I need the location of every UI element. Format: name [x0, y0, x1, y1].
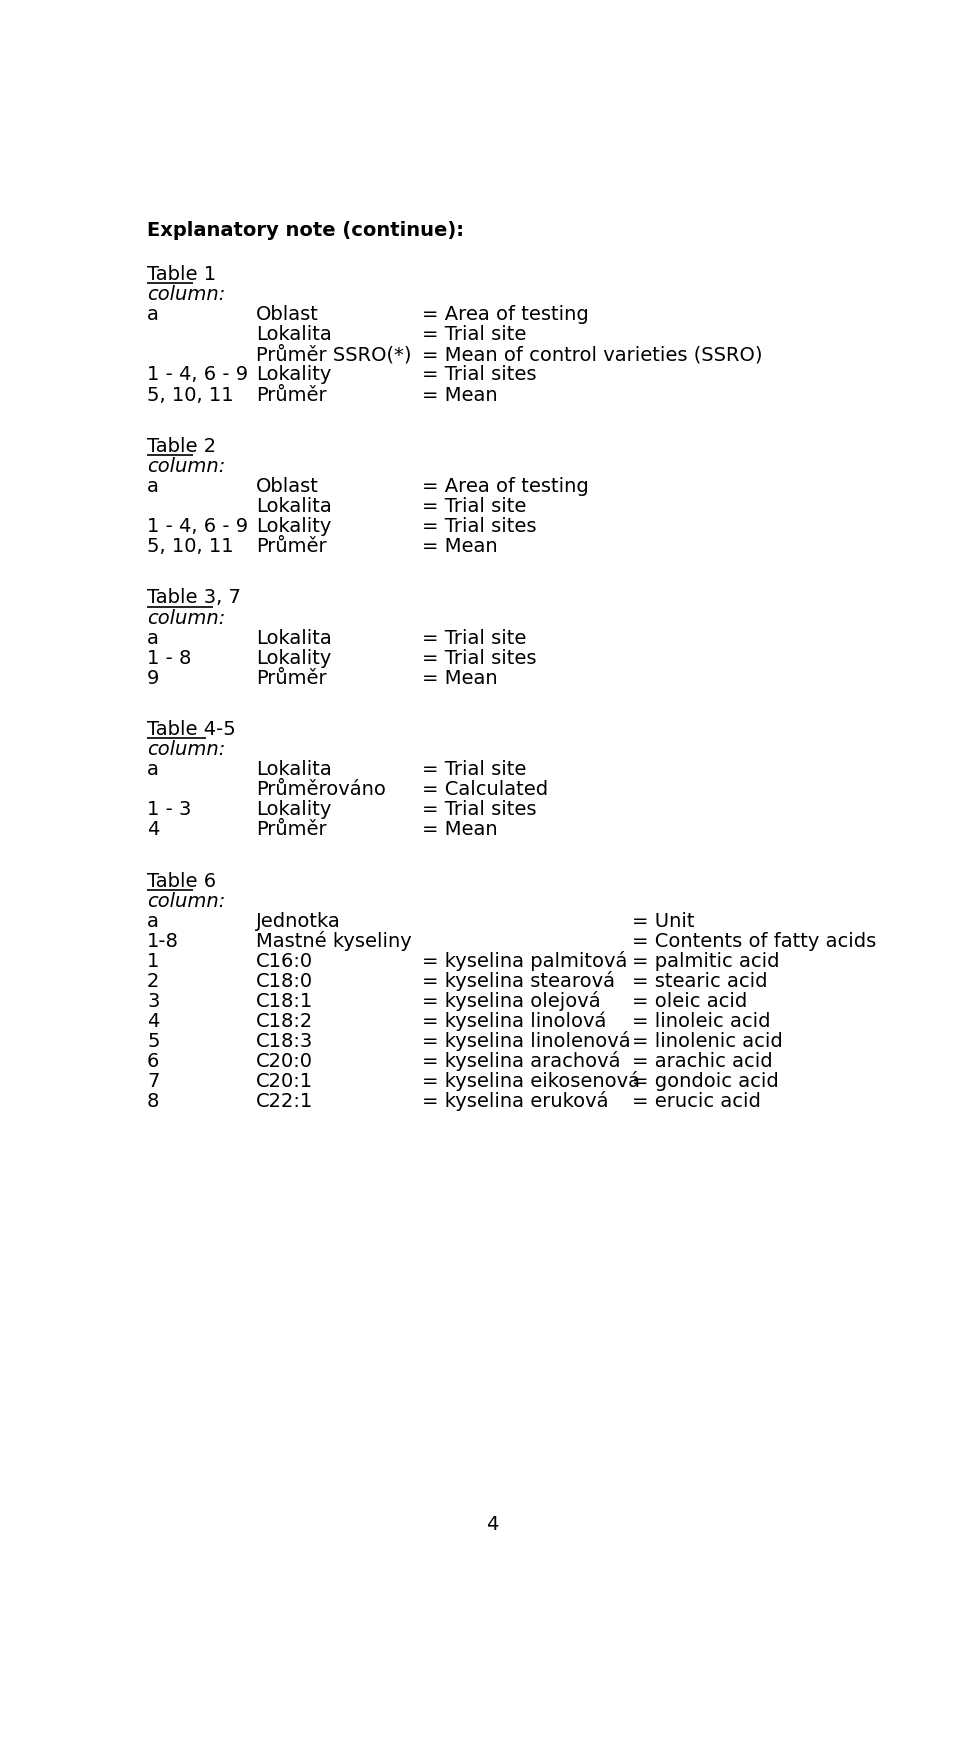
Text: = linolenic acid: = linolenic acid: [632, 1031, 782, 1050]
Text: C18:1: C18:1: [255, 991, 313, 1010]
Text: = erucic acid: = erucic acid: [632, 1092, 760, 1112]
Text: = kyselina linolová: = kyselina linolová: [422, 1010, 607, 1031]
Text: Lokality: Lokality: [255, 799, 331, 818]
Text: a: a: [147, 761, 159, 778]
Text: Lokalita: Lokalita: [255, 761, 331, 778]
Text: 9: 9: [147, 668, 159, 688]
Text: Průměr: Průměr: [255, 668, 326, 688]
Text: Table 4-5: Table 4-5: [147, 721, 236, 738]
Text: = Area of testing: = Area of testing: [422, 305, 589, 325]
Text: = Mean: = Mean: [422, 386, 498, 405]
Text: 5, 10, 11: 5, 10, 11: [147, 386, 233, 405]
Text: 5: 5: [147, 1031, 159, 1050]
Text: 1 - 4, 6 - 9: 1 - 4, 6 - 9: [147, 365, 249, 384]
Text: = palmitic acid: = palmitic acid: [632, 951, 779, 970]
Text: = gondoic acid: = gondoic acid: [632, 1071, 779, 1091]
Text: Table 2: Table 2: [147, 436, 216, 455]
Text: Průměr: Průměr: [255, 386, 326, 405]
Text: 4: 4: [147, 820, 159, 839]
Text: 1 - 4, 6 - 9: 1 - 4, 6 - 9: [147, 517, 249, 536]
Text: Lokality: Lokality: [255, 649, 331, 668]
Text: 8: 8: [147, 1092, 159, 1112]
Text: Lokality: Lokality: [255, 517, 331, 536]
Text: Mastné kyseliny: Mastné kyseliny: [255, 930, 412, 951]
Text: 4: 4: [486, 1515, 498, 1534]
Text: = stearic acid: = stearic acid: [632, 972, 767, 991]
Text: = oleic acid: = oleic acid: [632, 991, 747, 1010]
Text: Průměr: Průměr: [255, 820, 326, 839]
Text: 4: 4: [147, 1012, 159, 1031]
Text: C22:1: C22:1: [255, 1092, 313, 1112]
Text: column:: column:: [147, 892, 226, 911]
Text: Lokality: Lokality: [255, 365, 331, 384]
Text: C20:0: C20:0: [255, 1052, 313, 1071]
Text: = kyselina eruková: = kyselina eruková: [422, 1091, 609, 1112]
Text: a: a: [147, 628, 159, 647]
Text: = linoleic acid: = linoleic acid: [632, 1012, 770, 1031]
Text: = Area of testing: = Area of testing: [422, 476, 589, 496]
Text: = arachic acid: = arachic acid: [632, 1052, 772, 1071]
Text: column:: column:: [147, 457, 226, 476]
Text: = Trial sites: = Trial sites: [422, 365, 537, 384]
Text: = Unit: = Unit: [632, 911, 694, 930]
Text: 7: 7: [147, 1071, 159, 1091]
Text: 1: 1: [147, 951, 159, 970]
Text: C18:3: C18:3: [255, 1031, 313, 1050]
Text: C20:1: C20:1: [255, 1071, 313, 1091]
Text: Jednotka: Jednotka: [255, 911, 341, 930]
Text: 3: 3: [147, 991, 159, 1010]
Text: = Contents of fatty acids: = Contents of fatty acids: [632, 932, 876, 951]
Text: Table 3, 7: Table 3, 7: [147, 588, 241, 607]
Text: Lokalita: Lokalita: [255, 628, 331, 647]
Text: C18:0: C18:0: [255, 972, 313, 991]
Text: = Mean: = Mean: [422, 820, 498, 839]
Text: Průměrováno: Průměrováno: [255, 780, 386, 799]
Text: C18:2: C18:2: [255, 1012, 313, 1031]
Text: column:: column:: [147, 286, 226, 304]
Text: Oblast: Oblast: [255, 476, 319, 496]
Text: = Calculated: = Calculated: [422, 780, 548, 799]
Text: C16:0: C16:0: [255, 951, 313, 970]
Text: Průměr SSRO(*): Průměr SSRO(*): [255, 346, 411, 365]
Text: column:: column:: [147, 609, 226, 628]
Text: 1 - 8: 1 - 8: [147, 649, 191, 668]
Text: = Mean: = Mean: [422, 537, 498, 557]
Text: = kyselina arachová: = kyselina arachová: [422, 1050, 621, 1071]
Text: = kyselina stearová: = kyselina stearová: [422, 970, 615, 991]
Text: Explanatory note (continue):: Explanatory note (continue):: [147, 222, 464, 241]
Text: a: a: [147, 305, 159, 325]
Text: = kyselina olejová: = kyselina olejová: [422, 991, 601, 1010]
Text: 1 - 3: 1 - 3: [147, 799, 191, 818]
Text: = Mean: = Mean: [422, 668, 498, 688]
Text: Průměr: Průměr: [255, 537, 326, 557]
Text: 1-8: 1-8: [147, 932, 179, 951]
Text: 2: 2: [147, 972, 159, 991]
Text: 6: 6: [147, 1052, 159, 1071]
Text: = Mean of control varieties (SSRO): = Mean of control varieties (SSRO): [422, 346, 763, 365]
Text: = kyselina eikosenová: = kyselina eikosenová: [422, 1071, 640, 1091]
Text: = Trial sites: = Trial sites: [422, 517, 537, 536]
Text: Table 1: Table 1: [147, 265, 216, 284]
Text: = Trial site: = Trial site: [422, 761, 527, 778]
Text: 5, 10, 11: 5, 10, 11: [147, 537, 233, 557]
Text: = Trial sites: = Trial sites: [422, 799, 537, 818]
Text: = Trial site: = Trial site: [422, 326, 527, 344]
Text: Table 6: Table 6: [147, 871, 216, 890]
Text: a: a: [147, 911, 159, 930]
Text: = kyselina linolenová: = kyselina linolenová: [422, 1031, 631, 1050]
Text: Oblast: Oblast: [255, 305, 319, 325]
Text: column:: column:: [147, 740, 226, 759]
Text: a: a: [147, 476, 159, 496]
Text: = Trial site: = Trial site: [422, 497, 527, 517]
Text: Lokalita: Lokalita: [255, 326, 331, 344]
Text: = kyselina palmitová: = kyselina palmitová: [422, 951, 628, 970]
Text: = Trial sites: = Trial sites: [422, 649, 537, 668]
Text: Lokalita: Lokalita: [255, 497, 331, 517]
Text: = Trial site: = Trial site: [422, 628, 527, 647]
